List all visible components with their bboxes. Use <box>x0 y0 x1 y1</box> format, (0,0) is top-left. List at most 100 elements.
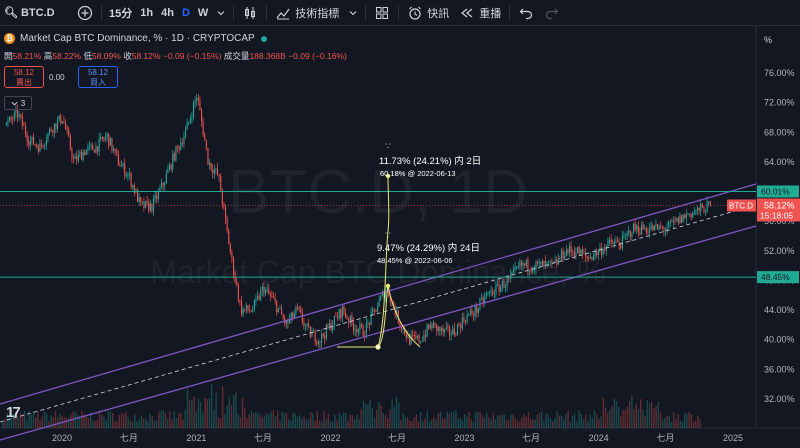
candle-body <box>642 224 644 230</box>
indicators-label: 技術指標 <box>295 7 340 20</box>
candle-body <box>114 148 116 151</box>
volume-bar <box>175 417 178 428</box>
volume-bar <box>266 413 268 428</box>
candle-body <box>17 109 19 118</box>
candle-body <box>423 334 425 341</box>
candle-body <box>588 258 590 259</box>
candle-body <box>197 98 199 101</box>
candle-body <box>458 324 460 326</box>
candle-body <box>20 114 22 117</box>
candle-body <box>292 312 294 318</box>
symbol-search[interactable]: 🔍︎ BTC.D <box>0 0 72 26</box>
candle-body <box>698 207 700 212</box>
indicators-toggle[interactable]: 3 <box>4 96 32 110</box>
timeframe-4h[interactable]: 4h <box>161 6 174 19</box>
x-tick-label: 七月 <box>522 433 540 443</box>
buy-button[interactable]: 58.12 買入 <box>78 66 118 88</box>
candle-body <box>522 263 524 266</box>
candle-body <box>399 323 401 326</box>
volume-bar <box>59 414 61 428</box>
candle-body <box>573 252 575 256</box>
volume-bar <box>365 404 367 428</box>
volume-bar <box>189 400 191 428</box>
volume-bar <box>697 415 699 428</box>
candle-body <box>241 301 243 315</box>
candle-body <box>501 281 503 287</box>
candle-body <box>396 310 398 316</box>
candle-body <box>671 221 673 223</box>
indicator-templates-button[interactable] <box>344 0 362 26</box>
undo-button[interactable] <box>513 0 539 26</box>
candle-body <box>524 263 526 266</box>
measure-anchor-start[interactable] <box>375 344 381 350</box>
redo-icon <box>546 8 559 19</box>
timeframe-15m[interactable]: 15分 <box>109 7 133 20</box>
indicators-button[interactable]: 技術指標 <box>270 0 344 26</box>
volume-bar <box>142 418 145 428</box>
volume-bar <box>193 396 195 428</box>
layout-button[interactable] <box>369 0 395 26</box>
candle-body <box>653 225 655 231</box>
volume-bar <box>30 414 32 428</box>
timeframe-1w[interactable]: W <box>197 6 209 19</box>
scale-unit[interactable]: % <box>764 35 773 45</box>
volume-bar <box>567 410 569 428</box>
candle-body <box>487 292 489 295</box>
volume-bar <box>611 406 613 428</box>
candle-body <box>613 241 615 245</box>
volume-bar <box>235 392 237 428</box>
candle-body <box>658 226 660 229</box>
candle-body <box>402 327 404 329</box>
buy-label: 買入 <box>90 78 106 87</box>
candle-body <box>57 120 59 129</box>
volume-bar <box>580 413 582 428</box>
candle-body <box>335 316 337 317</box>
volume-bar <box>692 421 695 428</box>
candle-body <box>513 269 515 273</box>
volume-bar <box>211 383 213 428</box>
candle-body <box>506 278 508 287</box>
candle-body <box>641 224 643 235</box>
volume-bar <box>369 399 371 428</box>
candle-body <box>389 297 391 303</box>
timeframe-1h[interactable]: 1h <box>140 6 154 19</box>
volume-bar <box>162 410 164 428</box>
compare-symbol-button[interactable] <box>72 0 98 26</box>
candle-body <box>444 328 446 333</box>
candle-body <box>33 136 35 145</box>
open-value: 58.21% <box>12 51 42 61</box>
timeframe-1d[interactable]: D <box>181 6 190 19</box>
candle-body <box>324 336 326 339</box>
replay-button[interactable]: 重播 <box>454 0 506 26</box>
candle-body <box>535 261 537 270</box>
candle-body <box>601 247 603 255</box>
measure-anchor-mid[interactable] <box>385 283 391 289</box>
candle-body <box>281 308 283 315</box>
candle-body <box>477 308 479 313</box>
measure-anchor-end[interactable] <box>385 173 391 179</box>
candle-body <box>677 217 679 224</box>
volume-bar <box>43 410 46 428</box>
candle-body <box>460 324 462 329</box>
alert-button[interactable]: 快訊 <box>402 0 454 26</box>
sell-button[interactable]: 58.12 賣出 <box>4 66 44 88</box>
volume-bar <box>173 411 175 428</box>
candle-body <box>311 332 313 337</box>
timeframe-dropdown[interactable] <box>212 0 230 26</box>
price-axis[interactable] <box>756 26 800 448</box>
divider <box>365 4 367 21</box>
candle-body <box>676 217 678 221</box>
candle-body <box>61 121 63 124</box>
candle-body <box>481 297 483 300</box>
volume-bar <box>642 409 644 428</box>
volume-bar <box>180 413 182 428</box>
candle-body <box>314 331 316 343</box>
candle-body <box>485 294 487 297</box>
candle-body <box>357 329 359 333</box>
chart-type-button[interactable] <box>237 0 263 26</box>
candle-body <box>228 230 230 245</box>
redo-button[interactable] <box>539 0 565 26</box>
candle-body <box>700 204 702 212</box>
candle-body <box>39 143 41 152</box>
